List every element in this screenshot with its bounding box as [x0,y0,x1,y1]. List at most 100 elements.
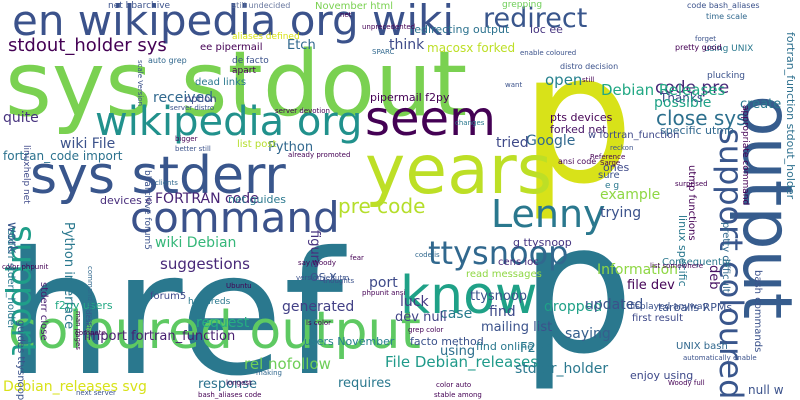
cloud-word: stderr close [38,282,48,341]
cloud-word: e g [605,182,619,191]
cloud-word: stderr_holder [515,362,608,376]
cloud-word: man pages [74,311,81,350]
cloud-word: hundreds [188,298,230,307]
cloud-word: wiki Debian [155,236,236,250]
cloud-word: fear [350,255,364,262]
cloud-word: aliases defined [232,33,300,42]
cloud-word: stable among [434,392,482,399]
cloud-word: longest [226,380,252,387]
cloud-word: import fortran_function [84,330,235,343]
cloud-word: bash commands [752,270,762,352]
cloud-word: net [340,12,352,19]
cloud-word: suggestions [160,257,250,272]
cloud-word: Google [526,134,575,148]
cloud-word: guides ttysnoop [15,320,25,400]
cloud-word: Ubuntu [226,283,252,290]
cloud-word: reckon [610,145,633,152]
cloud-word: changes [455,120,484,127]
cloud-word: already promoted [288,152,350,159]
cloud-word: grep color [408,327,443,334]
cloud-word: unprecedented [362,24,415,31]
cloud-word: want [505,82,522,89]
cloud-word: list post [237,140,276,150]
cloud-word: apart [232,67,256,76]
cloud-word: bbarchive forum5 [142,170,151,250]
cloud-word: Woody full [668,380,705,387]
cloud-word: still undecided [232,2,290,10]
cloud-word: pipermail f2py [370,92,450,103]
cloud-word: Lenny [491,195,606,233]
cloud-word: requires [338,377,391,390]
cloud-word: luck [400,295,429,309]
cloud-word: request [196,316,249,330]
cloud-word: possible [654,96,711,110]
cloud-word: bigger [175,136,197,143]
cloud-word: forget [695,36,716,43]
cloud-word: g ttysnoop [513,237,572,248]
cloud-word: pretty good [675,44,722,52]
cloud-word: code bash_aliases [687,2,760,10]
cloud-word: thoughts [323,278,354,285]
cloud-word: distro decision [560,63,618,71]
cloud-word: command names [86,266,93,327]
cloud-word: server devotion [275,108,330,115]
cloud-word: de facto [232,57,269,66]
cloud-word: still [582,77,594,84]
cloud-word: generated [282,300,354,314]
cloud-word: better still [175,146,211,153]
cloud-word: say Woody [298,260,336,267]
cloud-word: net guides [228,194,286,205]
cloud-word: utmp functions [686,165,696,241]
cloud-word: next server [76,390,116,397]
cloud-word: linuxhelp net [21,145,30,204]
cloud-word: dev null [395,311,447,324]
cloud-word: dead links [195,78,246,88]
cloud-word: server distro [170,105,214,112]
cloud-word: port [369,276,398,290]
cloud-word: UNIX bash [676,342,728,352]
cloud-word: find [489,305,516,319]
cloud-word: first result [632,314,683,324]
cloud-word: phpunit ansi [362,290,405,297]
cloud-word: automatically enable [683,355,757,362]
cloud-word: w fortran_function [588,131,679,141]
cloud-word: list somewhere [650,263,703,270]
cloud-word: Sarge [600,160,620,167]
cloud-word: grepping [502,1,542,10]
cloud-word: SPARC [372,49,394,56]
cloud-word: color phpunit [2,264,48,271]
cloud-word: fortran_function stdout_holder [785,32,796,199]
cloud-word: ee pipermail [200,43,262,53]
cloud-word: redirecting output [410,24,509,35]
cloud-word: pts devices [550,112,612,123]
cloud-word: quite [3,111,39,125]
cloud-word: mailing list [481,321,552,334]
cloud-word: ioc ee [530,24,563,35]
cloud-word: trying [600,206,641,220]
cloud-word: code is [415,252,440,259]
cloud-word: ls color [306,320,331,327]
cloud-word: stdout_holder sys [8,37,167,55]
cloud-word: making [256,370,282,377]
cloud-word: F2PY [520,342,551,355]
cloud-word: forum5 [150,292,186,302]
cloud-word: appropriate command [740,105,749,205]
cloud-word: using [440,345,475,358]
cloud-word: color auto [436,382,471,389]
cloud-word: clients [155,180,178,187]
cloud-word: pre code [338,196,425,216]
cloud-word: ttysnoop [470,290,527,303]
cloud-word: cens ioc [498,258,539,268]
cloud-word: surprised [675,181,708,188]
cloud-word: enable coloured [520,50,576,57]
cloud-word: macosx forked [427,42,515,54]
cloud-word: plucking [707,72,745,81]
cloud-word: file dev [627,279,675,292]
cloud-word: open [545,73,582,88]
cloud-word: saying [565,327,611,341]
cloud-word: deb [707,265,720,290]
cloud-word: November html [315,2,393,12]
cloud-word: tried [496,136,529,150]
cloud-word: displayed anyway [627,303,708,312]
